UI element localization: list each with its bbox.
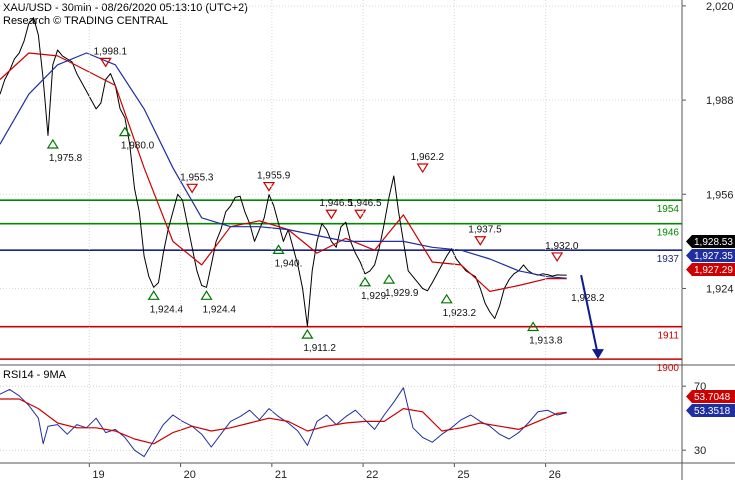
price-badge-label: 1,927.29	[694, 265, 733, 276]
level-label-1937: 1937	[657, 254, 680, 265]
annotation-label: 1,929.	[361, 291, 389, 302]
down-marker	[474, 236, 487, 246]
rsi-tick-label: 30	[694, 445, 706, 457]
level-label-1900: 1900	[657, 363, 680, 374]
rsi-badge	[692, 390, 735, 403]
forecast-arrow-head	[591, 349, 604, 360]
rsi-ma-line	[0, 398, 567, 445]
y-tick-label: 1,924	[706, 283, 734, 295]
forecast-arrow-line	[580, 274, 599, 356]
y-tick-label: 1,956	[706, 189, 734, 201]
chart-title: XAU/USD - 30min - 08/26/2020 05:13:10 (U…	[3, 2, 248, 14]
x-tick-label: 20	[184, 469, 196, 480]
chart-subtitle: Research © TRADING CENTRAL	[3, 15, 168, 27]
down-marker	[99, 57, 112, 68]
annotation-label: 1,911.2	[303, 343, 336, 354]
up-marker	[272, 244, 285, 254]
x-tick-label: 19	[92, 469, 104, 480]
x-tick-label: 25	[457, 469, 469, 480]
annotation-label: 1,946.5	[348, 198, 382, 209]
rsi-title: RSI14 - 9MA	[3, 369, 67, 381]
up-marker	[382, 273, 396, 284]
y-tick-label: 1,988	[706, 95, 734, 107]
annotation-label: 1,928.2	[571, 293, 605, 304]
level-label-1954: 1954	[657, 204, 680, 215]
rsi-badge-pointer	[686, 390, 692, 403]
level-label-1946: 1946	[657, 228, 680, 239]
up-marker	[358, 276, 372, 287]
y-tick-label: 2,020	[706, 1, 734, 13]
ma-slow-line	[0, 52, 567, 279]
up-marker	[147, 290, 160, 300]
up-marker	[118, 126, 131, 137]
up-marker	[200, 290, 213, 300]
annotation-label: 1,940.	[275, 258, 303, 269]
annotation-label: 1,923.2	[443, 308, 477, 319]
price-badge	[692, 263, 735, 276]
down-marker	[186, 183, 199, 194]
down-marker	[551, 252, 564, 263]
price-badge-pointer	[686, 263, 692, 276]
up-marker	[527, 321, 540, 332]
annotation-label: 1,955.9	[257, 171, 291, 182]
annotation-label: 1,980.0	[121, 141, 155, 152]
annotation-label: 1,924.4	[203, 304, 237, 315]
up-marker	[46, 138, 59, 149]
annotation-label: 1,913.8	[529, 335, 563, 346]
x-tick-label: 26	[549, 469, 561, 480]
price-badge	[692, 235, 735, 248]
rsi-badge-label: 53.3518	[694, 406, 731, 417]
price-badge-pointer	[686, 249, 692, 262]
x-tick-label: 22	[366, 469, 378, 480]
price-badge-label: 1,928.53	[694, 237, 733, 248]
annotation-label: 1,946.5	[319, 198, 353, 209]
price-badge	[692, 249, 735, 262]
annotation-label: 1,924.4	[150, 304, 184, 315]
rsi-badge-label: 53.7048	[694, 392, 731, 403]
annotation-label: 1,955.3	[180, 172, 214, 183]
annotation-label: 1,932.0	[545, 241, 579, 252]
down-marker	[354, 209, 367, 220]
down-marker	[416, 163, 429, 174]
annotation-label: 1,929.9	[385, 288, 419, 299]
annotation-label: 1,937.5	[468, 225, 502, 236]
rsi-badge	[692, 404, 735, 417]
up-marker	[440, 293, 453, 304]
level-label-1911: 1911	[657, 331, 679, 342]
annotation-label: 1,962.2	[411, 152, 445, 163]
up-marker	[301, 329, 314, 339]
price-badge-label: 1,927.35	[694, 251, 733, 262]
x-tick-label: 21	[275, 469, 287, 480]
price-badge-pointer	[686, 235, 692, 248]
rsi-badge-pointer	[686, 404, 692, 417]
annotation-label: 1,998.1	[94, 46, 128, 57]
annotation-label: 1,975.8	[49, 153, 83, 164]
down-marker	[325, 209, 338, 220]
